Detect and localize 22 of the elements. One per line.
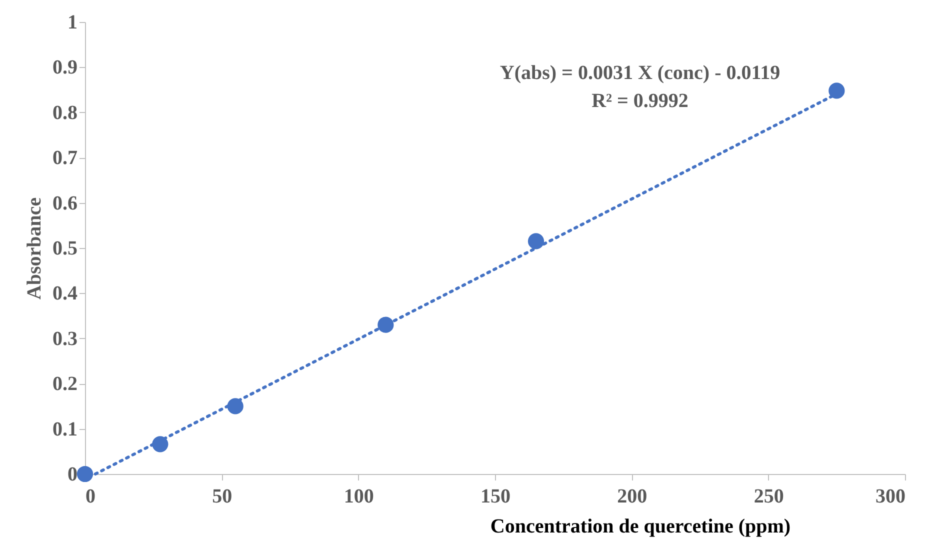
y-tick-label: 0.3	[52, 328, 78, 350]
y-tick-label: 0	[68, 464, 78, 486]
y-tick-label: 0.1	[52, 418, 78, 440]
y-tick-label: 0.2	[52, 373, 78, 396]
x-tick-label: 300	[876, 486, 906, 508]
x-tick-label: 200	[617, 486, 648, 508]
x-axis-title: Concentration de quercetine (ppm)	[490, 516, 791, 538]
x-tick-label: 150	[480, 486, 510, 508]
y-tick-label: 0.9	[52, 56, 78, 79]
x-tick-label: 250	[754, 486, 784, 508]
x-tick-label: 100	[344, 486, 374, 508]
y-tick-label: 0.7	[52, 147, 78, 170]
y-tick-label: 0.4	[52, 282, 78, 305]
annotation: Y(abs) = 0.0031 X (conc) - 0.0119	[500, 62, 780, 84]
x-tick-label: 50	[212, 486, 232, 508]
x-tick-label: 0	[86, 486, 96, 508]
y-tick-label: 1	[68, 12, 78, 34]
y-axis-title: Absorbance	[24, 197, 46, 300]
y-tick-label: 0.5	[52, 238, 78, 260]
annotation: R² = 0.9992	[592, 90, 688, 112]
y-tick-label: 0.8	[52, 102, 78, 124]
y-tick-label: 0.6	[52, 192, 78, 214]
